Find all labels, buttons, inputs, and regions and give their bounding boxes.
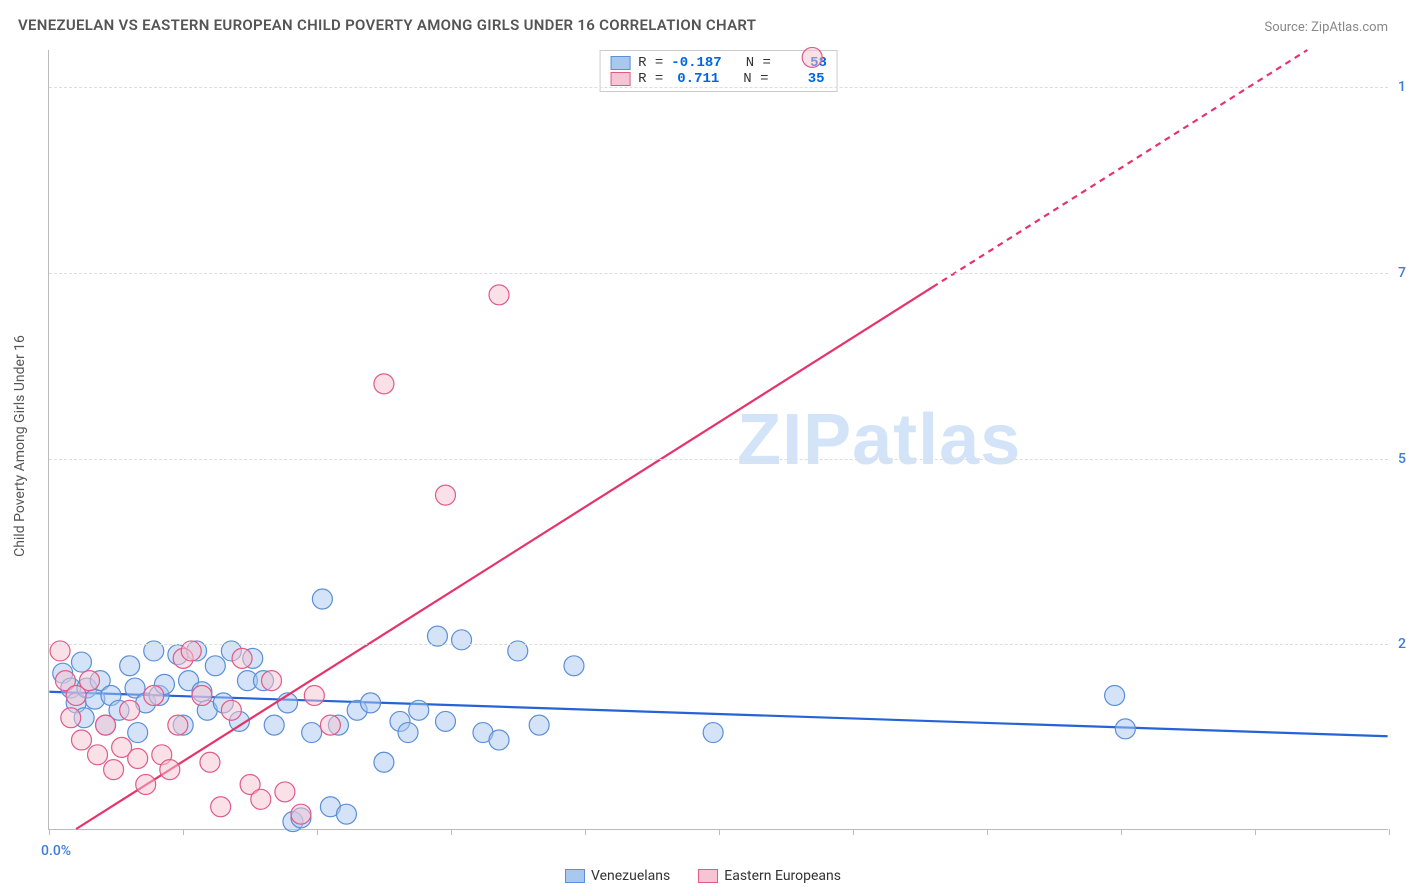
scatter-point [160,760,180,780]
scatter-point [1105,685,1125,705]
plot-area: ZIPatlas R = -0.187 N = 58 R = 0.711 N =… [48,50,1388,830]
y-tick-label: 25.0% [1398,636,1406,652]
scatter-point [71,730,91,750]
series-legend: Venezuelans Eastern Europeans [565,868,841,884]
scatter-point [564,656,584,676]
scatter-point [192,685,212,705]
gridline [49,273,1388,274]
x-tick [987,829,988,835]
swatch-icon [698,869,718,883]
source-label: Source: ZipAtlas.com [1264,20,1388,35]
scatter-point [144,685,164,705]
x-tick [1255,829,1256,835]
x-tick [719,829,720,835]
scatter-point [128,749,148,769]
x-tick-label: 0.0% [41,843,71,859]
scatter-point [128,723,148,743]
scatter-point [291,804,311,824]
scatter-point [71,652,91,672]
scatter-point [275,782,295,802]
scatter-point [409,700,429,720]
scatter-point [1115,719,1135,739]
legend-label: Venezuelans [591,868,670,884]
swatch-icon [565,869,585,883]
x-tick [585,829,586,835]
x-tick [1121,829,1122,835]
scatter-point [320,715,340,735]
gridline [49,644,1388,645]
x-tick [183,829,184,835]
scatter-point [802,47,822,67]
scatter-point [374,374,394,394]
scatter-point [200,752,220,772]
scatter-point [232,648,252,668]
x-tick [853,829,854,835]
scatter-point [436,711,456,731]
chart-title: VENEZUELAN VS EASTERN EUROPEAN CHILD POV… [18,16,756,34]
x-tick [451,829,452,835]
scatter-point [211,797,231,817]
legend-label: Eastern Europeans [724,868,841,884]
x-tick [1389,829,1390,835]
scatter-point [264,715,284,735]
y-tick-label: 75.0% [1398,265,1406,281]
scatter-point [262,671,282,691]
x-tick [317,829,318,835]
scatter-point [398,723,418,743]
scatter-point [703,723,723,743]
scatter-point [302,723,322,743]
scatter-point [489,730,509,750]
legend-item-venezuelans: Venezuelans [565,868,670,884]
scatter-point [120,700,140,720]
scatter-point [61,708,81,728]
y-axis-label: Child Poverty Among Girls Under 16 [12,335,28,557]
scatter-point [374,752,394,772]
chart-svg [49,50,1388,829]
y-tick-label: 50.0% [1398,451,1406,467]
scatter-point [80,671,100,691]
scatter-point [104,760,124,780]
scatter-point [120,656,140,676]
y-tick-label: 100.0% [1398,79,1406,95]
legend-item-eastern-europeans: Eastern Europeans [698,868,841,884]
scatter-point [205,656,225,676]
x-tick [49,829,50,835]
scatter-point [96,715,116,735]
scatter-point [489,285,509,305]
scatter-point [168,715,188,735]
scatter-point [251,789,271,809]
scatter-point [336,804,356,824]
scatter-point [427,626,447,646]
scatter-point [436,485,456,505]
scatter-point [361,693,381,713]
scatter-point [529,715,549,735]
gridline [49,87,1388,88]
scatter-point [304,685,324,705]
gridline [49,459,1388,460]
scatter-point [136,774,156,794]
scatter-point [312,589,332,609]
scatter-point [221,700,241,720]
scatter-point [88,745,108,765]
scatter-point [452,630,472,650]
